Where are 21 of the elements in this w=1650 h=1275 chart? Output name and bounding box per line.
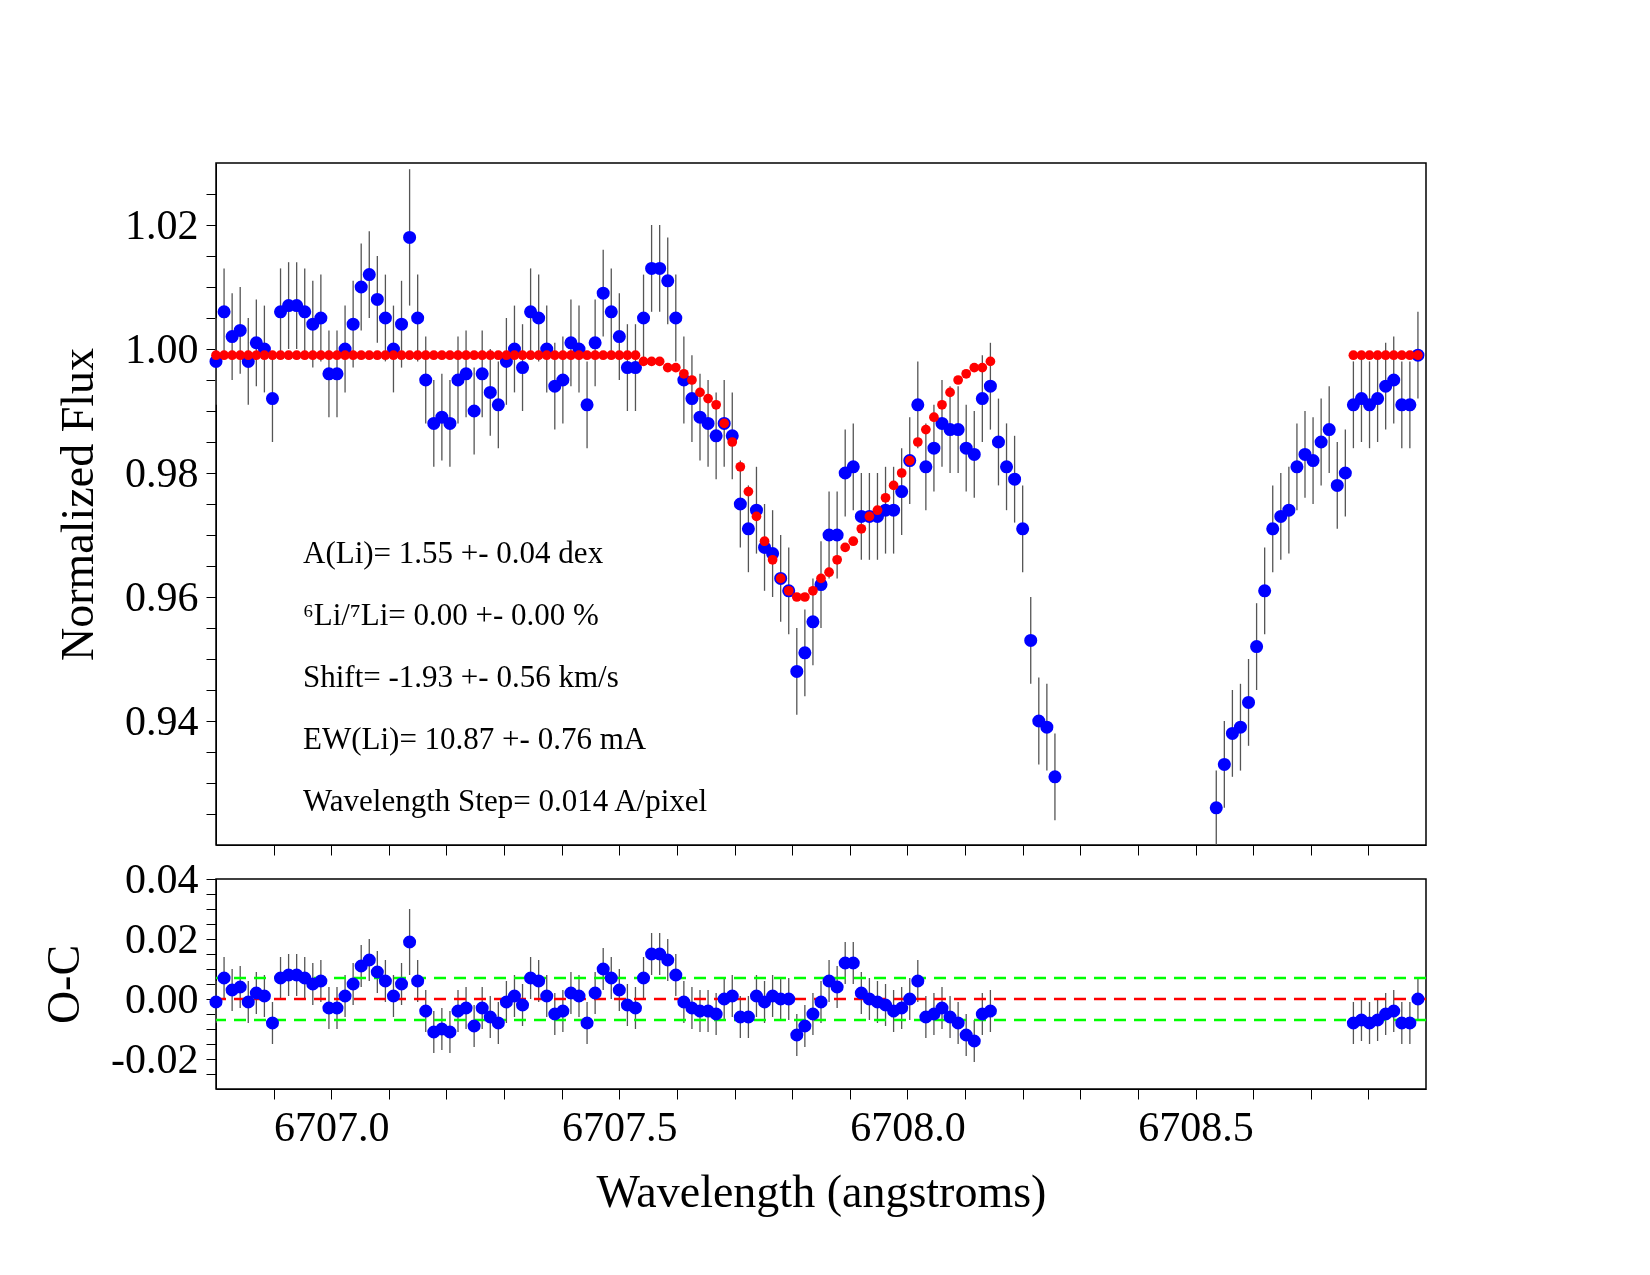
y-tick-label: 0.96 xyxy=(125,573,199,620)
y-axis-title: O-C xyxy=(38,944,90,1025)
y-tick-label: 0.00 xyxy=(125,975,199,1022)
x-tick-label: 6708.5 xyxy=(1138,1103,1254,1150)
x-tick-label: 6707.5 xyxy=(562,1103,678,1150)
x-axis-title: Wavelength (angstroms) xyxy=(596,1165,1047,1217)
y-tick-label: 1.02 xyxy=(125,201,199,248)
annotation: ⁶Li/⁷Li= 0.00 +- 0.00 % xyxy=(303,597,599,632)
annotation: Wavelength Step= 0.014 A/pixel xyxy=(303,783,708,818)
annotation: Shift= -1.93 +- 0.56 km/s xyxy=(303,659,619,694)
y-tick-label: 1.00 xyxy=(125,325,199,372)
x-tick-label: 6708.0 xyxy=(850,1103,966,1150)
y-tick-label: -0.02 xyxy=(111,1035,199,1082)
y-tick-label: 0.04 xyxy=(125,855,199,902)
annotation: EW(Li)= 10.87 +- 0.76 mA xyxy=(303,721,647,756)
y-axis-title: Normalized Flux xyxy=(52,348,103,661)
y-tick-label: 0.98 xyxy=(125,449,199,496)
annotation: A(Li)= 1.55 +- 0.04 dex xyxy=(303,535,604,570)
y-tick-label: 0.02 xyxy=(125,915,199,962)
y-tick-label: 0.94 xyxy=(125,697,199,744)
x-tick-label: 6707.0 xyxy=(273,1103,390,1150)
